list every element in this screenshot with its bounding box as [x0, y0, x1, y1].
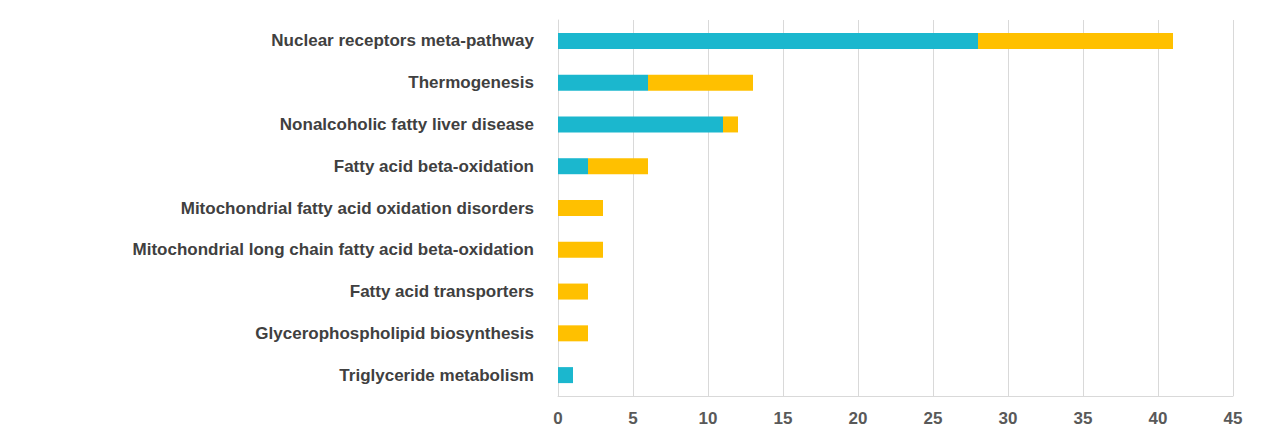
svg-text:15: 15	[774, 409, 793, 428]
svg-text:Triglyceride metabolism: Triglyceride metabolism	[339, 366, 534, 385]
svg-text:Glycerophospholipid biosynthes: Glycerophospholipid biosynthesis	[255, 324, 534, 343]
svg-text:25: 25	[924, 409, 943, 428]
svg-text:45: 45	[1224, 409, 1243, 428]
svg-text:Fatty acid beta-oxidation: Fatty acid beta-oxidation	[334, 157, 534, 176]
svg-text:35: 35	[1074, 409, 1093, 428]
svg-text:Nonalcoholic fatty liver disea: Nonalcoholic fatty liver disease	[280, 115, 534, 134]
svg-text:0: 0	[553, 409, 562, 428]
svg-text:40: 40	[1149, 409, 1168, 428]
svg-text:Thermogenesis: Thermogenesis	[408, 73, 534, 92]
svg-text:10: 10	[699, 409, 718, 428]
svg-text:20: 20	[849, 409, 868, 428]
svg-text:5: 5	[628, 409, 637, 428]
svg-text:30: 30	[999, 409, 1018, 428]
svg-text:Mitochondrial long chain fatty: Mitochondrial long chain fatty acid beta…	[133, 240, 534, 259]
svg-text:Fatty acid transporters: Fatty acid transporters	[350, 282, 534, 301]
svg-text:Nuclear receptors meta-pathway: Nuclear receptors meta-pathway	[271, 31, 534, 50]
svg-text:Mitochondrial fatty acid oxida: Mitochondrial fatty acid oxidation disor…	[181, 199, 534, 218]
